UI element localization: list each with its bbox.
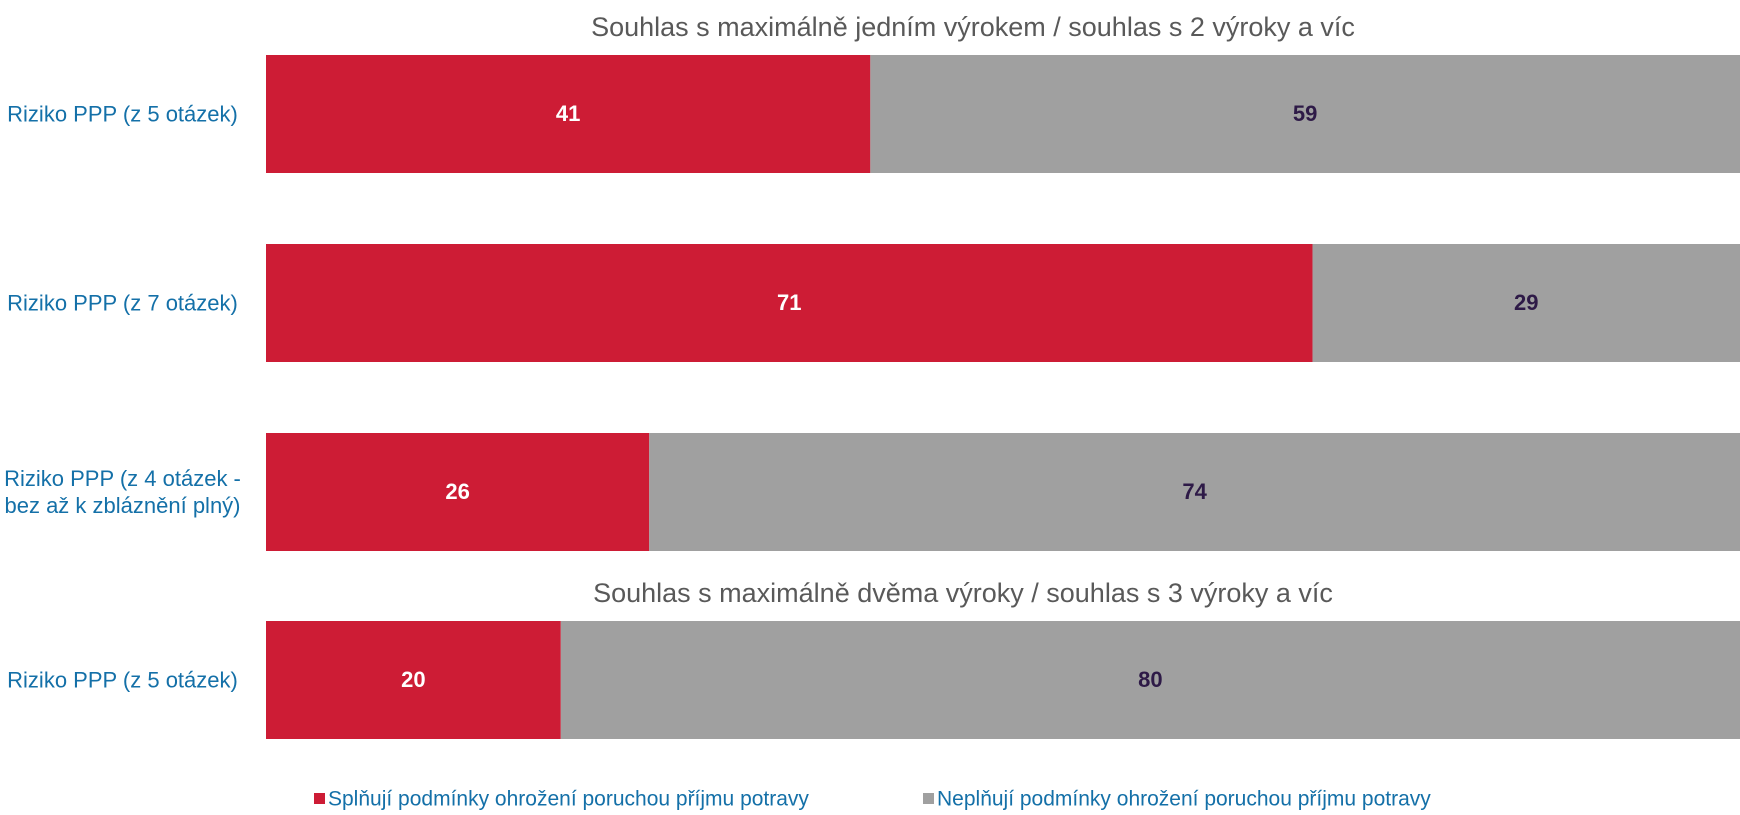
data-label: 26 (445, 479, 469, 504)
data-label: 41 (556, 101, 580, 126)
bar-segment (1312, 244, 1740, 362)
data-label: 20 (401, 667, 425, 692)
category-label: Riziko PPP (z 7 otázek) (7, 290, 238, 316)
data-label: 29 (1514, 290, 1538, 315)
legend-label: Splňují podmínky ohrožení poruchou příjm… (328, 788, 809, 811)
bar-segment (870, 55, 1740, 173)
bar-segment (560, 621, 1740, 739)
bar-segment (266, 621, 561, 739)
annotation: Souhlas s maximálně jedním výrokem / sou… (591, 12, 1355, 42)
category-label: Riziko PPP (z 4 otázek - bez až k zblázn… (4, 466, 241, 518)
annotation: Souhlas s maximálně dvěma výroky / souhl… (593, 578, 1333, 608)
category-label: Riziko PPP (z 5 otázek) (7, 667, 238, 693)
bar-segment (266, 244, 1313, 362)
legend-swatch (314, 793, 325, 804)
data-label: 71 (777, 290, 801, 315)
data-label: 74 (1182, 479, 1207, 504)
data-label: 80 (1138, 667, 1162, 692)
bar-segment (266, 433, 650, 551)
legend-swatch (923, 793, 934, 804)
legend-label: Neplňují podmínky ohrožení poruchou příj… (937, 788, 1431, 811)
bar-segment (266, 55, 871, 173)
category-label: Riziko PPP (z 5 otázek) (7, 101, 238, 127)
data-label: 59 (1293, 101, 1317, 126)
bar-segment (649, 433, 1740, 551)
